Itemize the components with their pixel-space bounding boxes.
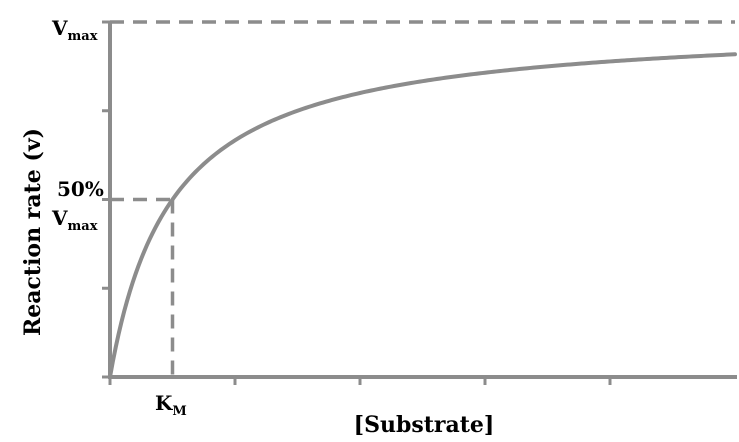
vmax-label-main: V	[51, 16, 68, 40]
half-vmax-label: Vmax	[51, 206, 98, 234]
saturation-curve	[108, 52, 737, 379]
half-vmax-label-sub: max	[68, 219, 98, 234]
half-vmax-label-main: V	[51, 206, 68, 230]
half-vmax-prefix-label: 50%	[57, 177, 104, 201]
axis-ticks	[102, 20, 612, 385]
km-label-main: K	[155, 391, 173, 415]
km-label: KM	[155, 391, 187, 419]
axes	[108, 22, 737, 379]
x-axis-title: [Substrate]	[354, 412, 495, 438]
guide-lines	[110, 20, 735, 377]
vmax-label: Vmax	[51, 16, 98, 44]
y-axis-title: Reaction rate (v)	[20, 128, 46, 336]
km-label-sub: M	[172, 404, 186, 419]
vmax-label-sub: max	[68, 29, 98, 44]
